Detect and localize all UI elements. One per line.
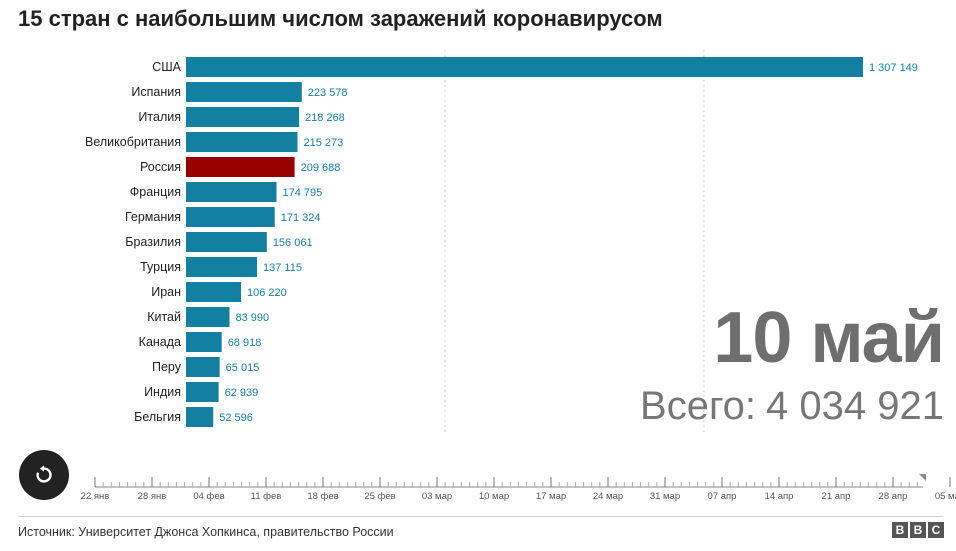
value-label: 52 596 xyxy=(219,412,253,424)
value-label: 156 061 xyxy=(273,237,313,249)
category-label: Канада xyxy=(139,335,181,349)
bar xyxy=(186,232,267,252)
bar xyxy=(186,132,298,152)
timeline-tick-label: 17 мар xyxy=(536,491,566,502)
bar xyxy=(186,157,295,177)
category-label: Бразилия xyxy=(125,235,181,249)
category-label: Индия xyxy=(144,385,181,399)
value-label: 83 990 xyxy=(235,312,269,324)
category-label: Германия xyxy=(125,210,181,224)
category-label: Иран xyxy=(151,285,181,299)
replay-button[interactable] xyxy=(19,450,69,500)
timeline-tick-label: 03 мар xyxy=(422,491,452,502)
bar xyxy=(186,182,277,202)
category-label: Перу xyxy=(152,360,182,374)
timeline-tick-label: 28 янв xyxy=(138,491,167,502)
category-label: США xyxy=(152,60,181,74)
category-label: Испания xyxy=(131,85,181,99)
category-label: Россия xyxy=(140,160,181,174)
timeline-tick-label: 25 фев xyxy=(364,491,395,502)
timeline-tick-label: 11 фев xyxy=(251,491,282,502)
bar xyxy=(186,407,214,427)
bar xyxy=(186,307,230,327)
bar-chart: США 1 307 149 Испания 223 578 Италия 218 268 В… xyxy=(85,50,918,432)
total-label: Всего: xyxy=(640,384,757,428)
total-value: 4 034 921 xyxy=(766,384,944,428)
value-label: 137 115 xyxy=(263,262,302,274)
logo-letter: B xyxy=(910,522,926,538)
timeline-tick-label: 22 янв xyxy=(81,491,110,502)
bar xyxy=(186,82,302,102)
value-label: 62 939 xyxy=(225,387,259,399)
bar xyxy=(186,357,220,377)
value-label: 218 268 xyxy=(305,112,345,124)
bar xyxy=(186,332,222,352)
timeline-tick-label: 28 апр xyxy=(879,491,908,502)
category-label: Бельгия xyxy=(134,410,181,424)
category-label: Китай xyxy=(147,310,181,324)
logo-letter: B xyxy=(892,522,908,538)
current-date: 10 май xyxy=(713,298,945,378)
bar xyxy=(186,382,219,402)
timeline-tick-label: 05 май xyxy=(935,491,956,502)
value-label: 171 324 xyxy=(281,212,321,224)
timeline-tick-label: 18 фев xyxy=(307,491,338,502)
timeline-scrubber[interactable]: 22 янв 28 янв 04 фев 11 фев 18 фев 25 фев 03 м… xyxy=(0,465,956,505)
total-count: Всего: 4 034 921 xyxy=(640,386,944,426)
bar xyxy=(186,257,258,277)
category-label: Италия xyxy=(138,110,181,124)
timeline-playhead[interactable] xyxy=(919,474,926,481)
value-label: 65 015 xyxy=(226,362,260,374)
bar xyxy=(186,57,863,77)
chart-title: 15 стран с наибольшим числом заражений к… xyxy=(18,6,663,31)
replay-icon xyxy=(36,465,52,483)
timeline-tick-label: 07 апр xyxy=(708,491,737,502)
grid-layer xyxy=(444,50,705,432)
footer-divider xyxy=(18,516,943,517)
category-label: Великобритания xyxy=(85,135,181,149)
timeline-tick-label: 04 фев xyxy=(193,491,224,502)
timeline-tick-label: 14 апр xyxy=(765,491,794,502)
bar xyxy=(186,207,275,227)
bbc-logo: B B C xyxy=(892,522,944,538)
value-label: 68 918 xyxy=(228,337,262,349)
value-label: 106 220 xyxy=(247,287,287,299)
timeline-tick-label: 24 мар xyxy=(593,491,623,502)
bars-layer: США 1 307 149 Испания 223 578 Италия 218 268 В… xyxy=(85,57,918,427)
source-note: Источник: Университет Джонса Хопкинса, п… xyxy=(18,525,394,539)
timeline-tick-label: 31 мар xyxy=(650,491,680,502)
category-label: Турция xyxy=(140,260,181,274)
bar xyxy=(186,107,300,127)
value-label: 1 307 149 xyxy=(869,62,918,74)
category-label: Франция xyxy=(130,185,181,199)
timeline-tick-label: 10 мар xyxy=(479,491,509,502)
value-label: 215 273 xyxy=(303,137,343,149)
value-label: 223 578 xyxy=(308,87,348,99)
value-label: 174 795 xyxy=(283,187,323,199)
bar xyxy=(186,282,242,302)
value-label: 209 688 xyxy=(301,162,341,174)
logo-letter: C xyxy=(928,522,944,538)
timeline-tick-label: 21 апр xyxy=(822,491,851,502)
